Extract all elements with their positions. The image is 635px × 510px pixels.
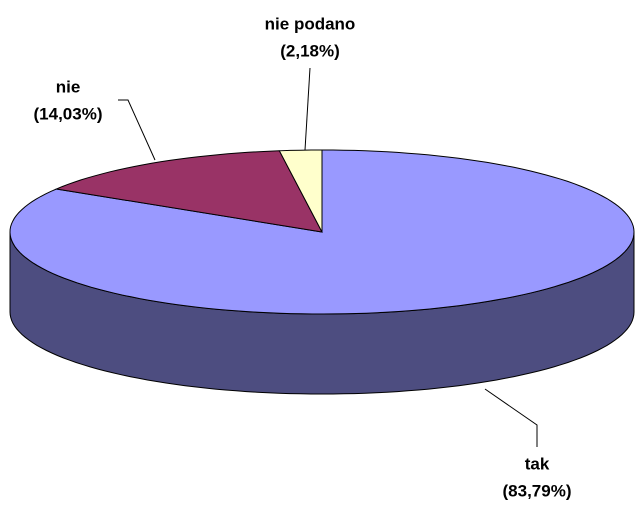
slice bbox=[54, 150, 323, 233]
slice-label: nie bbox=[56, 77, 81, 96]
leader-line bbox=[484, 388, 538, 447]
slice-value-label: (14,03%) bbox=[34, 104, 103, 123]
slice-label: nie podano bbox=[265, 14, 356, 33]
slice-label: tak bbox=[525, 454, 550, 473]
slice bbox=[278, 149, 323, 233]
leader-line bbox=[304, 67, 311, 151]
leader-line bbox=[118, 99, 156, 161]
slice-value-label: (2,18%) bbox=[280, 41, 340, 60]
slice-value-label: (83,79%) bbox=[503, 481, 572, 500]
